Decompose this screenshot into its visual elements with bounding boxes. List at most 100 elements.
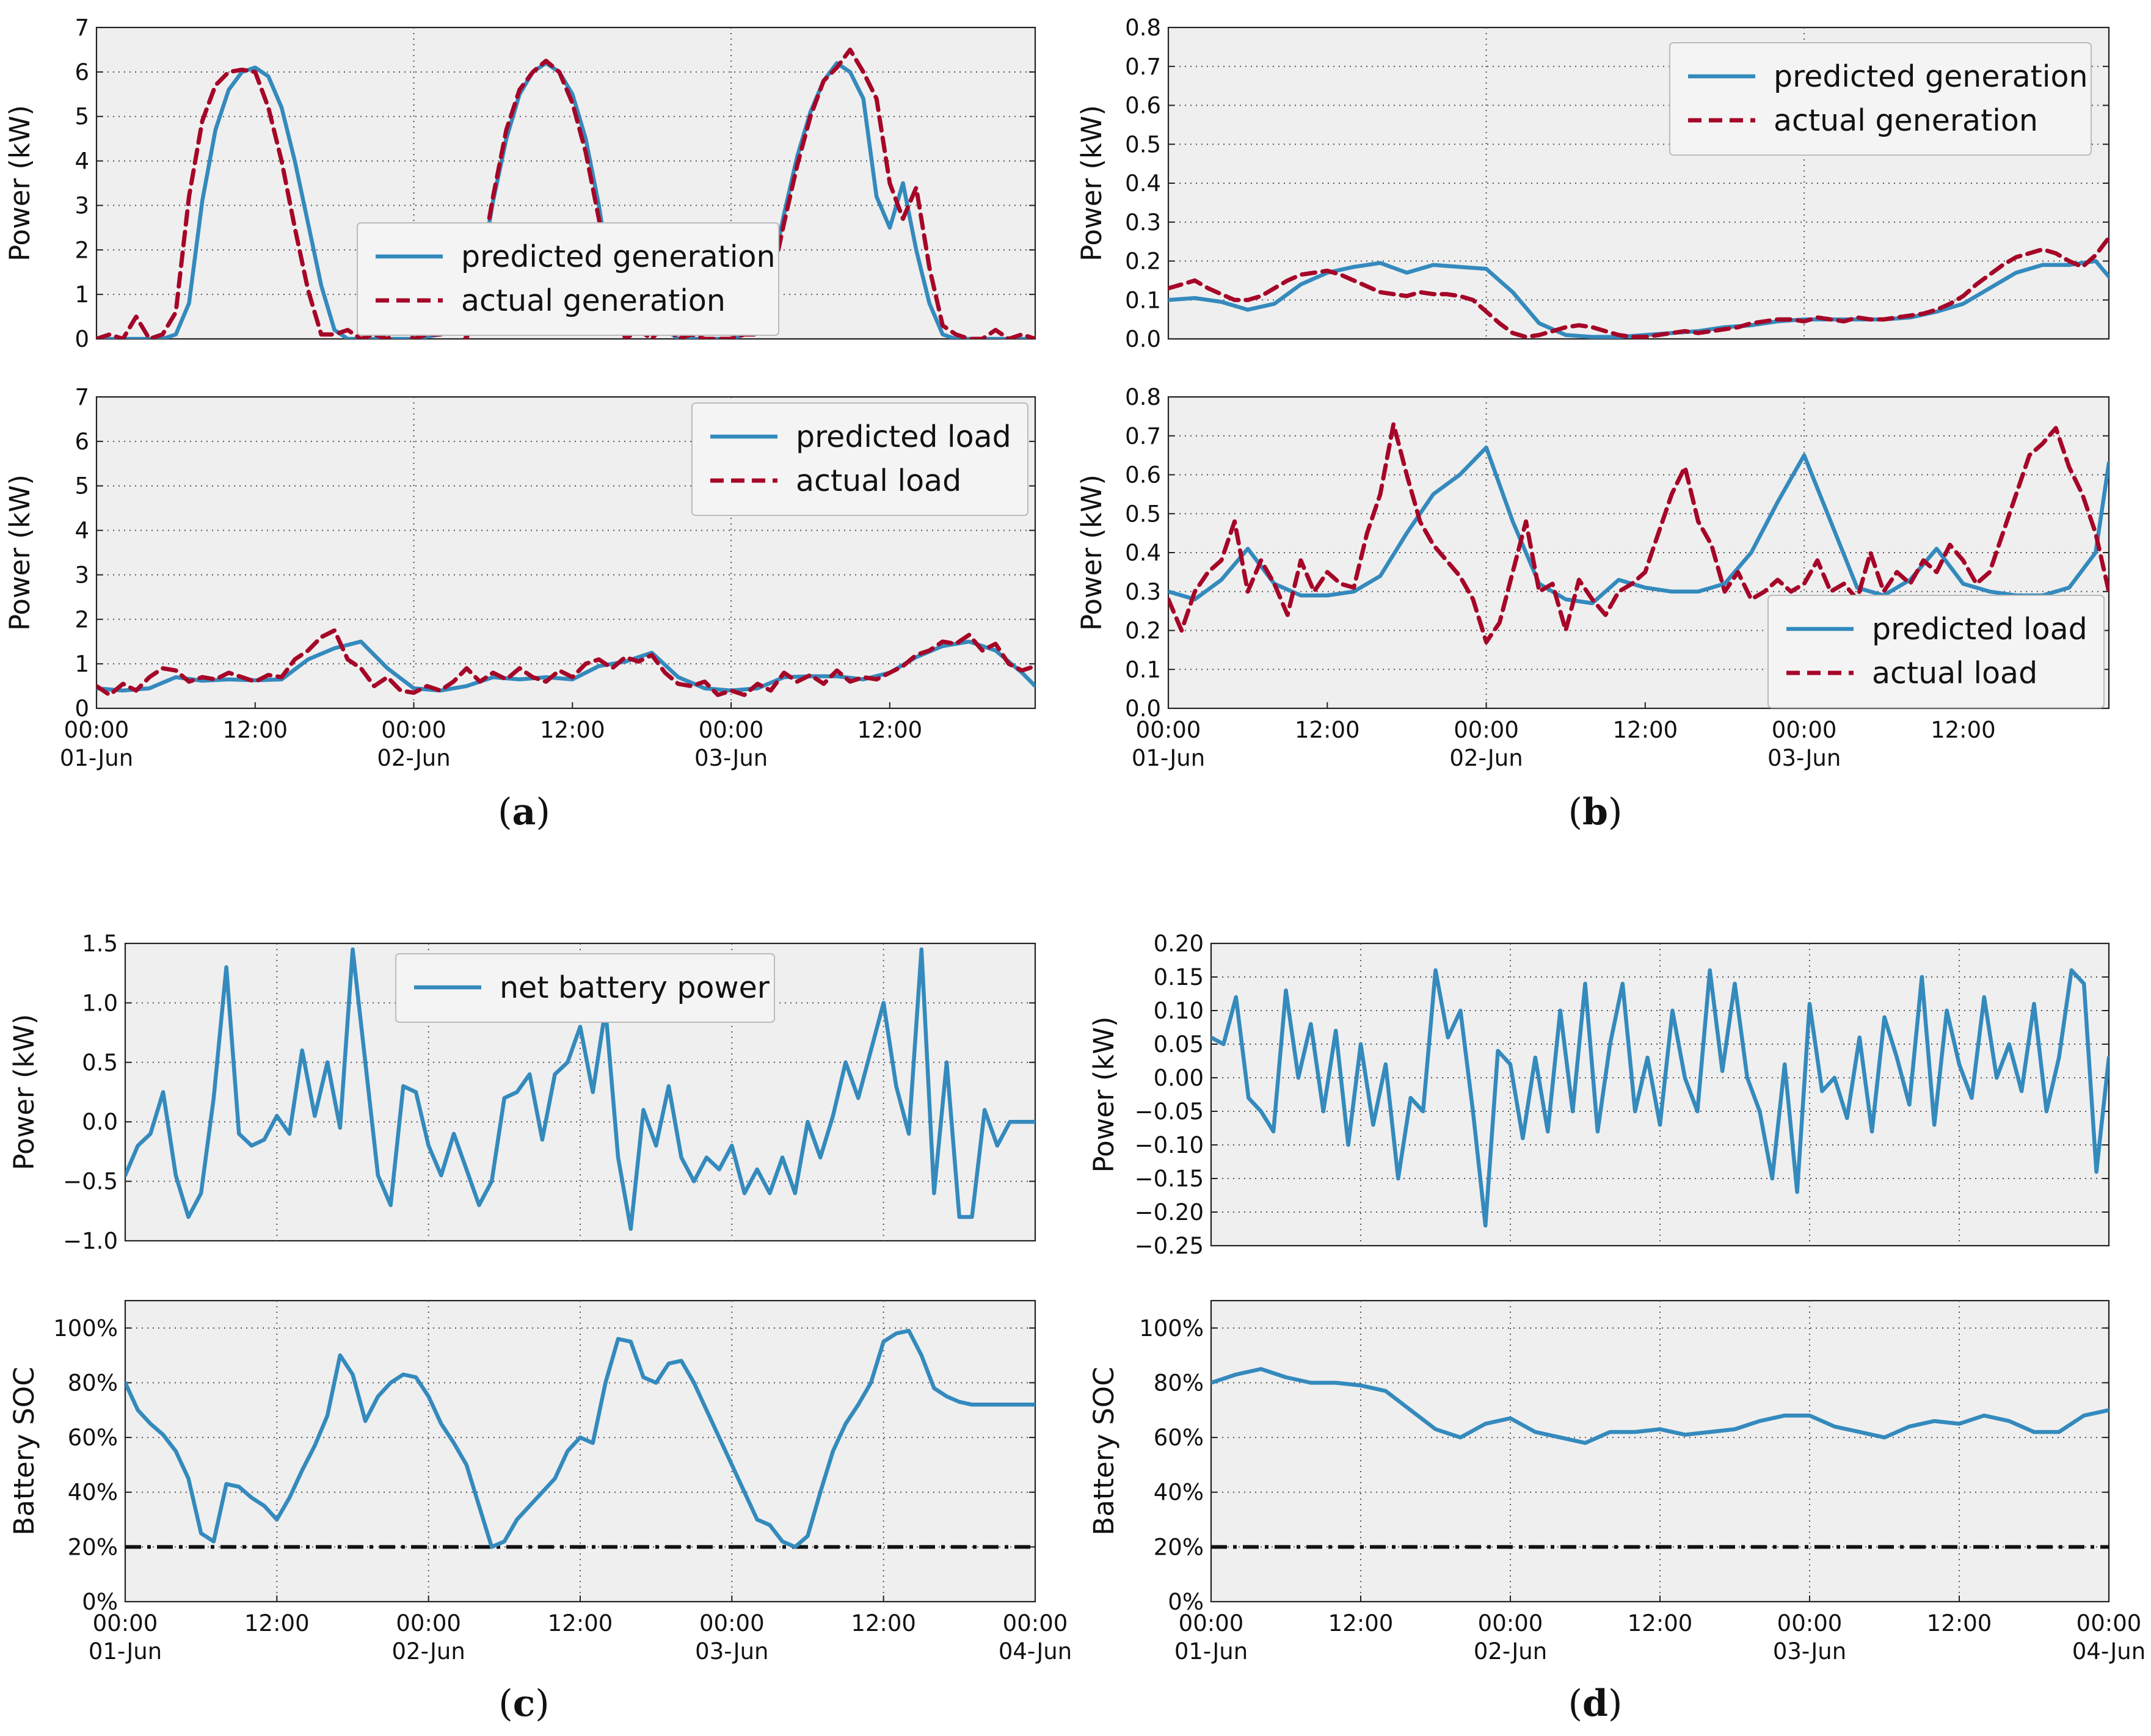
- series-line-actual-generation: [96, 47, 1035, 339]
- chart-d-top: −0.25 −0.20 −0.15 −0.10 −0.05 0.00 0.05 0.10 0.1…: [1088, 931, 2110, 1259]
- x-tick-label: 02-Jun: [377, 745, 450, 771]
- y-tick-label: 0.0: [1125, 695, 1161, 722]
- panels: 0 1 2 3 4 5 6 7 Power (kW) predicted generation ac…: [4, 15, 2146, 1665]
- x-tick-label: 00:00: [699, 717, 764, 743]
- legend-label: predicted load: [1872, 612, 2087, 647]
- legend-box: [357, 222, 779, 336]
- chart-a-top: 0 1 2 3 4 5 6 7 Power (kW) predicted generation ac…: [4, 15, 1036, 352]
- legend-label: predicted generation: [1774, 59, 2088, 94]
- x-tick-label: 00:00: [93, 1610, 158, 1636]
- y-tick-label: 0.3: [1125, 209, 1161, 236]
- series-line-predicted-load: [1168, 445, 2109, 606]
- y-tick-label: 0.0: [82, 1109, 118, 1135]
- y-tick-label: 1.5: [82, 931, 118, 957]
- y-tick-label: 0%: [82, 1589, 118, 1615]
- legend: predicted generation actual generation: [357, 222, 779, 336]
- legend-box: [691, 402, 1028, 516]
- subfigure-label-c: (c): [498, 1682, 549, 1725]
- legend-box: [395, 953, 775, 1023]
- y-tick-label: 20%: [68, 1534, 118, 1560]
- x-tick-label: 12:00: [548, 1610, 613, 1636]
- y-tick-label: −1.0: [63, 1228, 118, 1254]
- y-tick-label: −0.20: [1135, 1199, 1204, 1226]
- y-axis-label: Power (kW): [4, 474, 36, 631]
- y-tick-label: 0.05: [1154, 1031, 1204, 1058]
- chart-b-top: 0.0 0.1 0.2 0.3 0.4 0.5 0.6 0.7 0.8 Power (kW) pre…: [1076, 15, 2110, 352]
- y-tick-label: 80%: [68, 1370, 118, 1396]
- y-axis-label: Battery SOC: [1088, 1367, 1120, 1535]
- y-tick-label: 1: [75, 281, 89, 308]
- x-tick-label: 04-Jun: [2072, 1638, 2146, 1665]
- y-tick-label: 0.15: [1154, 964, 1204, 990]
- y-tick-label: 7: [75, 384, 89, 410]
- legend: predicted load actual load: [1767, 595, 2105, 708]
- y-axis-label: Power (kW): [8, 1014, 40, 1170]
- y-axis-label: Power (kW): [1088, 1016, 1120, 1172]
- y-tick-label: 1.0: [82, 990, 118, 1016]
- y-tick-label: 0.4: [1125, 540, 1161, 566]
- y-tick-label: 100%: [1139, 1315, 1204, 1342]
- series-line-battery-SOC: [1211, 1367, 2109, 1445]
- x-tick-label: 01-Jun: [1174, 1638, 1248, 1665]
- series-line-actual-load: [96, 628, 1035, 697]
- series-line-net-battery-power: [125, 947, 1035, 1231]
- x-tick-label: 12:00: [1295, 717, 1360, 743]
- y-tick-label: 0.5: [82, 1050, 118, 1076]
- subfigure-label-d: (d): [1568, 1682, 1623, 1725]
- y-tick-label: 0%: [1168, 1589, 1204, 1615]
- y-tick-label: 0.6: [1125, 462, 1161, 488]
- legend-label: predicted load: [796, 419, 1011, 454]
- x-tick-label: 01-Jun: [60, 745, 133, 771]
- y-tick-label: 100%: [53, 1315, 118, 1342]
- y-tick-label: 0.8: [1125, 15, 1161, 41]
- x-tick-label: 00:00: [1003, 1610, 1068, 1636]
- y-tick-label: 4: [75, 148, 89, 175]
- x-tick-label: 12:00: [244, 1610, 310, 1636]
- x-tick-label: 02-Jun: [1474, 1638, 1547, 1665]
- y-tick-label: 3: [75, 562, 89, 588]
- x-tick-label: 00:00: [1454, 717, 1519, 743]
- legend-label: actual load: [796, 463, 961, 498]
- x-tick-label: 03-Jun: [695, 1638, 768, 1665]
- y-tick-label: 0.5: [1125, 501, 1161, 527]
- y-tick-label: −0.5: [63, 1169, 118, 1195]
- y-tick-label: 0.0: [1125, 326, 1161, 352]
- y-tick-label: 5: [75, 473, 89, 499]
- y-tick-label: 0.20: [1154, 931, 1204, 957]
- y-tick-label: 80%: [1154, 1370, 1204, 1396]
- x-tick-label: 12:00: [222, 717, 288, 743]
- legend-label: actual load: [1872, 656, 2037, 691]
- y-tick-label: 0.5: [1125, 131, 1161, 158]
- x-tick-label: 00:00: [2076, 1610, 2142, 1636]
- y-tick-label: 0.1: [1125, 656, 1161, 683]
- x-tick-label: 04-Jun: [999, 1638, 1072, 1665]
- y-tick-label: 0.7: [1125, 423, 1161, 449]
- x-tick-label: 00:00: [396, 1610, 461, 1636]
- y-axis-label: Power (kW): [4, 105, 36, 261]
- x-tick-label: 01-Jun: [89, 1638, 162, 1665]
- legend-label: actual generation: [461, 283, 726, 318]
- y-tick-label: 0.7: [1125, 54, 1161, 80]
- y-tick-label: 6: [75, 59, 89, 85]
- legend-label: net battery power: [500, 970, 770, 1005]
- y-tick-label: −0.10: [1135, 1132, 1204, 1158]
- legend-box: [1767, 595, 2105, 708]
- y-tick-label: 6: [75, 429, 89, 455]
- subfigure-label-b: (b): [1568, 791, 1623, 833]
- x-tick-label: 02-Jun: [392, 1638, 465, 1665]
- y-tick-label: 0: [75, 695, 89, 722]
- y-tick-label: −0.25: [1135, 1233, 1204, 1259]
- y-tick-label: 0.2: [1125, 618, 1161, 644]
- x-tick-label: 00:00: [64, 717, 129, 743]
- y-tick-label: 0.10: [1154, 998, 1204, 1024]
- y-tick-label: 0.2: [1125, 249, 1161, 275]
- subfigure-label-a: (a): [498, 791, 550, 833]
- x-tick-label: 12:00: [851, 1610, 916, 1636]
- legend-label: actual generation: [1774, 103, 2038, 138]
- y-tick-label: −0.15: [1135, 1166, 1204, 1192]
- series-line-actual-generation: [1168, 235, 2109, 339]
- y-tick-label: 3: [75, 192, 89, 219]
